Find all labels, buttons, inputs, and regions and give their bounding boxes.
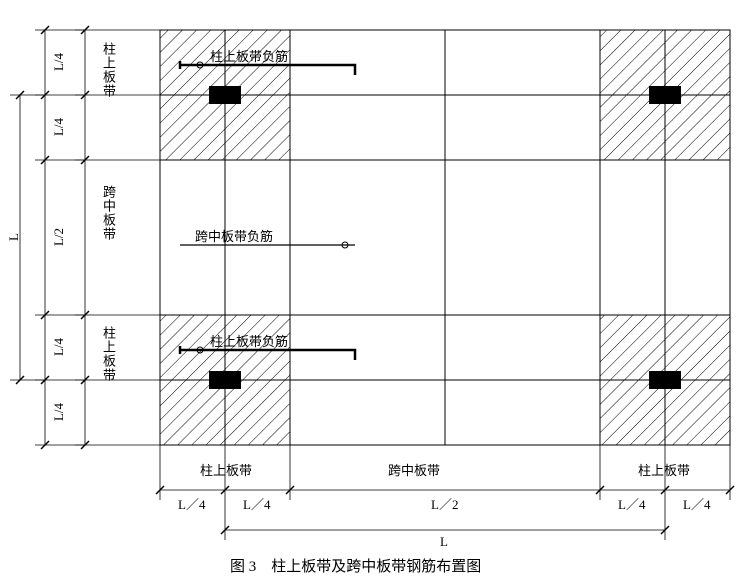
column-marker	[649, 371, 681, 389]
diagram-canvas: { "global": { "background_color": "#ffff…	[0, 0, 743, 578]
band-label-mid: 跨中板带	[388, 460, 440, 479]
rebar-label-top: 柱上板带负筋	[210, 46, 288, 65]
dim-left-2: L/4	[51, 118, 67, 136]
left-dim-lines	[10, 26, 160, 449]
band-label-col-left: 柱上板带	[200, 460, 252, 479]
dim-bot-1: L／4	[178, 494, 205, 513]
dim-bot-5: L／4	[683, 494, 710, 513]
rebar-label-mid: 跨中板带负筋	[195, 226, 273, 245]
figure-caption: 图 3 柱上板带及跨中板带钢筋布置图	[230, 555, 481, 576]
dim-bot-4: L／4	[618, 494, 645, 513]
vband-col-top: 柱上板带	[99, 42, 118, 98]
dim-bot-2: L／4	[243, 494, 270, 513]
dim-bot-3: L／2	[431, 494, 458, 513]
vband-col-bot: 柱上板带	[99, 326, 118, 382]
dim-bot-L: L	[440, 534, 448, 550]
dim-left-3: L/2	[51, 228, 67, 246]
dim-left-4: L/4	[51, 338, 67, 356]
dim-left-5: L/4	[51, 403, 67, 421]
rebar-label-bot: 柱上板带负筋	[210, 331, 288, 350]
column-marker	[209, 371, 241, 389]
vband-mid: 跨中板带	[99, 185, 118, 241]
dim-left-L: L	[6, 233, 22, 241]
column-marker	[649, 86, 681, 104]
column-marker	[209, 86, 241, 104]
band-label-col-right: 柱上板带	[638, 460, 690, 479]
dim-left-1: L/4	[51, 53, 67, 71]
